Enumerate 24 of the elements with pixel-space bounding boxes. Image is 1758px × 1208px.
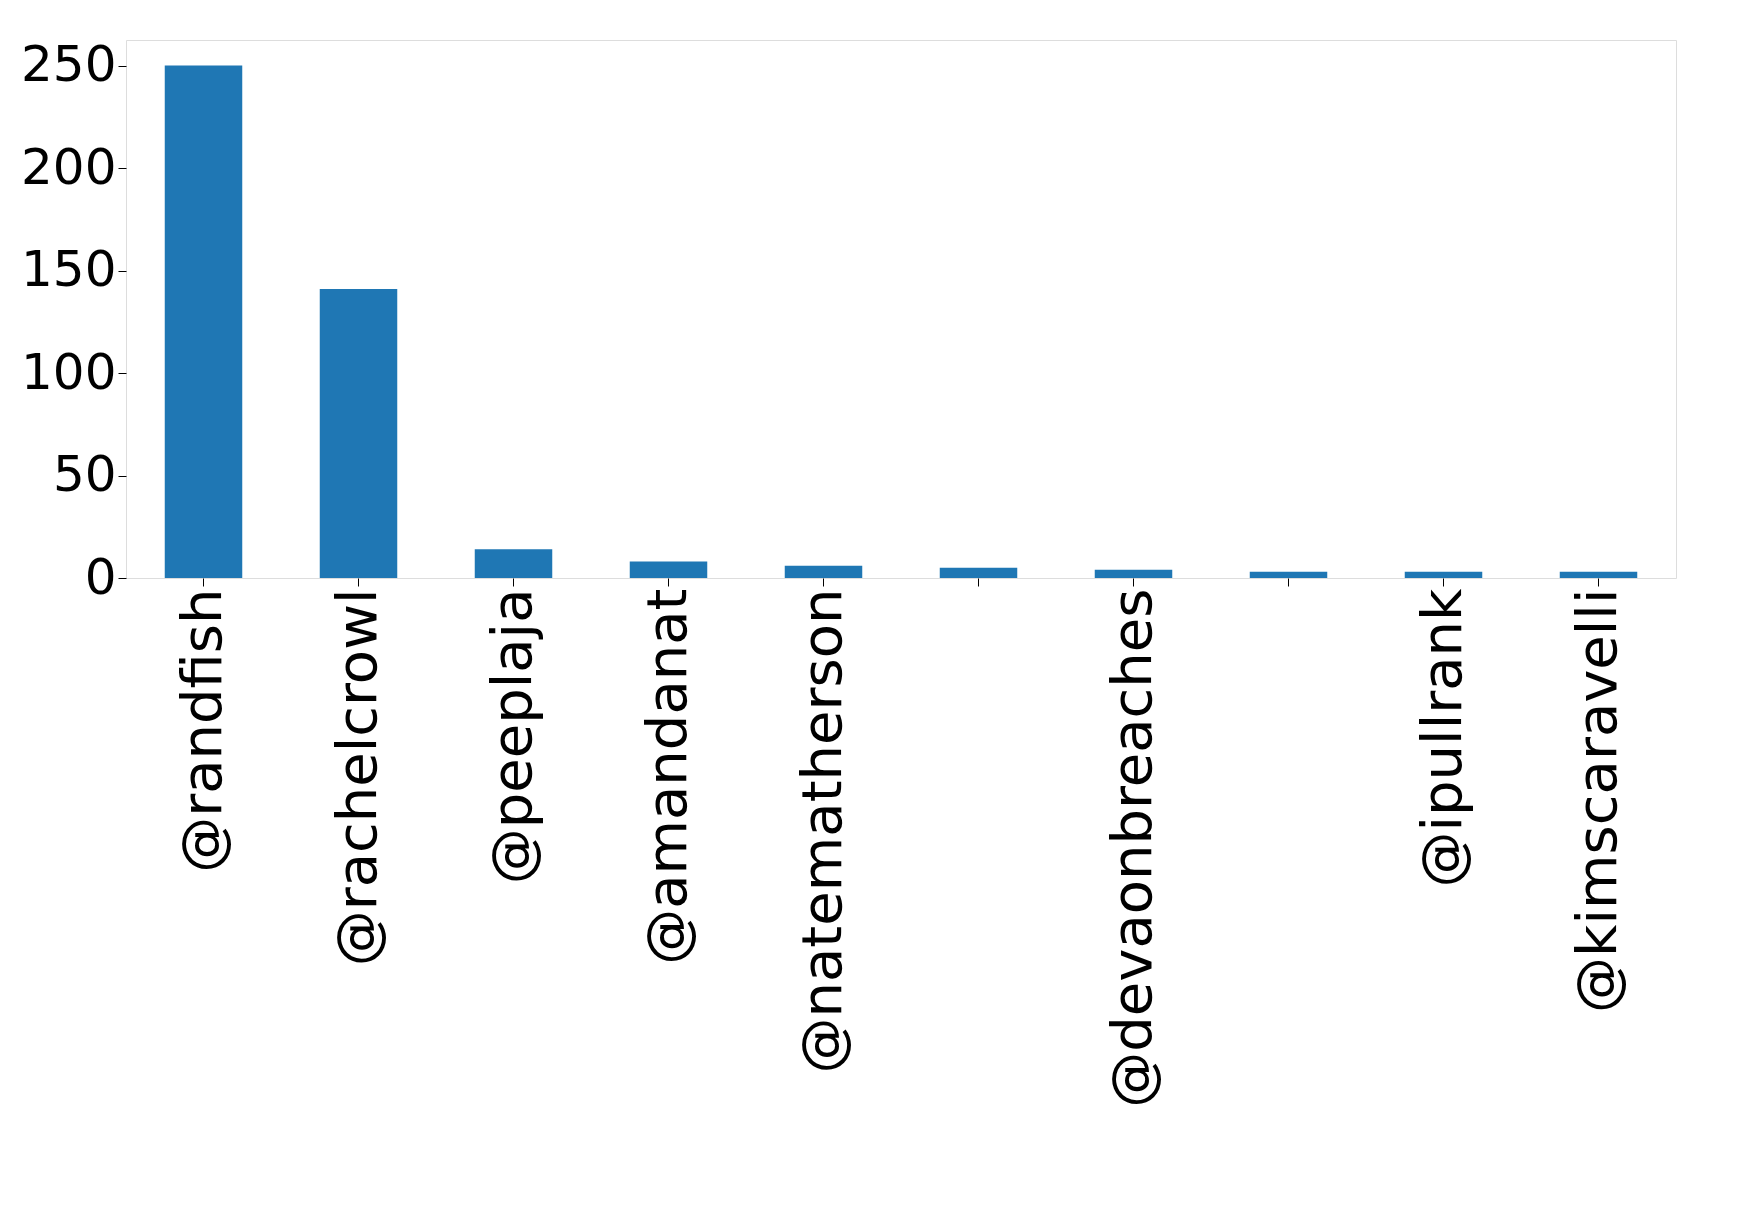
y-tick-label: 150: [21, 240, 117, 299]
bar: [1249, 571, 1328, 578]
bar: [1094, 569, 1173, 578]
x-tick-label: @natematherson: [788, 588, 854, 1074]
y-tick-label: 0: [84, 547, 117, 606]
x-tick-label: @ipullrank: [1408, 587, 1474, 888]
y-tick-label: 250: [21, 35, 117, 94]
x-tick-label: @kimscaravelli: [1563, 588, 1629, 1013]
bar: [629, 561, 708, 578]
x-tick-label: @amandanat: [633, 588, 699, 965]
bar: [1404, 571, 1483, 578]
bar: [474, 549, 553, 578]
x-tick-label: @rachelcrowl: [323, 588, 389, 967]
bar: [1559, 571, 1638, 578]
x-tick-label: @randfish: [168, 588, 234, 873]
y-tick-label: 100: [21, 342, 117, 401]
bar: [939, 567, 1018, 578]
x-tick-label: @peeplaja: [478, 588, 544, 885]
y-tick-label: 200: [21, 137, 117, 196]
bar: [319, 289, 398, 578]
x-tick-label: @devaonbreaches: [1098, 588, 1164, 1108]
y-tick-label: 50: [52, 445, 117, 504]
bar: [164, 65, 243, 578]
bar: [784, 565, 863, 578]
